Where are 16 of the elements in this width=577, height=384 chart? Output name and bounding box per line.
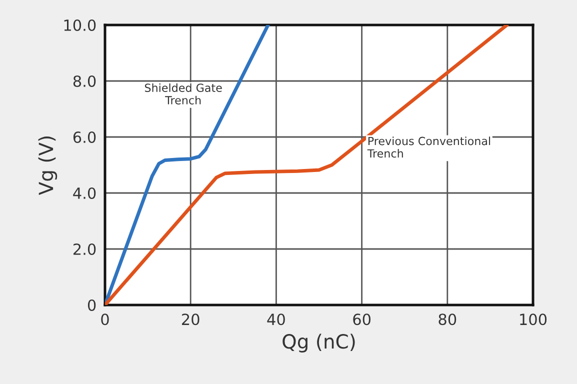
x-tick-label: 0 [101, 314, 109, 326]
y-tick-label: 0 [88, 299, 96, 312]
x-tick-label: 100 [520, 314, 547, 326]
annotation: Shielded Gate Trench [144, 83, 222, 104]
x-axis-title: Qg (nC) [282, 334, 355, 352]
x-tick-label: 20 [182, 314, 200, 326]
y-tick-label: 10.0 [64, 19, 96, 32]
y-tick-label: 2.0 [73, 243, 96, 256]
annotation: Previous Conventional Trench [367, 136, 490, 158]
x-tick-label: 60 [353, 314, 371, 326]
x-tick-label: 40 [267, 314, 285, 326]
y-tick-label: 4.0 [73, 187, 96, 200]
y-tick-label: 6.0 [73, 131, 96, 144]
x-tick-label: 80 [438, 314, 456, 326]
y-axis-title: Vg (V) [38, 136, 58, 195]
y-tick-label: 8.0 [73, 75, 96, 88]
